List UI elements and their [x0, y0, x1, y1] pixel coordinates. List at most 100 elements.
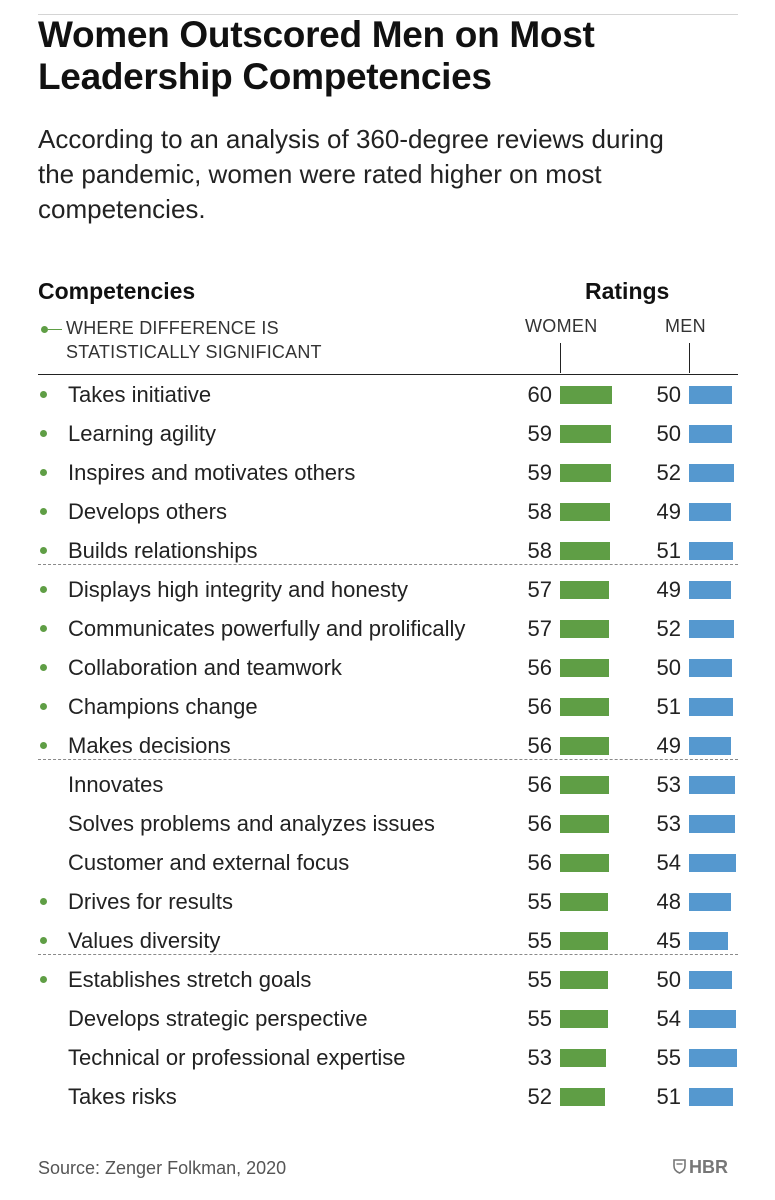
competency-label: Establishes stretch goals — [68, 967, 312, 992]
women-value-label: 55 — [527, 889, 552, 914]
women-bar — [560, 776, 609, 794]
significance-dot-icon — [40, 391, 47, 398]
competency-label: Develops others — [68, 499, 227, 524]
women-bar — [560, 1049, 606, 1067]
hbr-shield-icon — [673, 1159, 686, 1175]
women-bar — [560, 542, 611, 560]
women-value-label: 52 — [527, 1084, 552, 1109]
competency-label: Takes risks — [68, 1084, 177, 1109]
women-bar — [560, 503, 611, 521]
men-column-header: MEN — [665, 316, 706, 336]
men-value-label: 54 — [656, 850, 681, 875]
chart-title: Women Outscored Men on Most Leadership C… — [38, 14, 595, 97]
men-column-tick — [689, 343, 690, 373]
competency-label: Innovates — [68, 772, 164, 797]
group-divider — [38, 564, 738, 565]
competency-label: Drives for results — [68, 889, 234, 914]
table-row: Takes initiative 60 50 — [0, 375, 775, 414]
women-bar — [560, 698, 609, 716]
men-bar — [689, 698, 734, 716]
table-row: Displays high integrity and honesty 57 49 — [0, 570, 775, 609]
women-bar — [560, 737, 609, 755]
women-bar — [560, 620, 610, 638]
table-row: Collaboration and teamwork 56 50 — [0, 648, 775, 687]
men-value-label: 53 — [656, 772, 681, 797]
women-value-label: 56 — [527, 811, 552, 836]
competency-label: Customer and external focus — [68, 850, 350, 875]
women-value-label: 60 — [527, 382, 552, 407]
men-value-label: 51 — [656, 538, 681, 563]
women-column-tick — [560, 343, 561, 373]
women-value-label: 56 — [527, 733, 552, 758]
table-row: Communicates powerfully and prolifically… — [0, 609, 775, 648]
men-value-label: 53 — [656, 811, 681, 836]
table-row: Makes decisions 56 49 — [0, 726, 775, 765]
competency-label: Builds relationships — [68, 538, 258, 563]
men-bar — [689, 854, 736, 872]
women-value-label: 58 — [527, 499, 552, 524]
table-row: Takes risks 52 51 — [0, 1077, 775, 1116]
men-bar — [689, 1088, 734, 1106]
women-bar — [560, 971, 608, 989]
women-value-label: 56 — [527, 850, 552, 875]
significance-dot-icon — [40, 508, 47, 515]
table-row: Solves problems and analyzes issues 56 53 — [0, 804, 775, 843]
competency-label: Values diversity — [68, 928, 221, 953]
competency-label: Displays high integrity and honesty — [68, 577, 408, 602]
significance-dot-icon — [40, 430, 47, 437]
men-value-label: 55 — [656, 1045, 681, 1070]
source-note: Source: Zenger Folkman, 2020 — [38, 1158, 287, 1178]
men-bar — [689, 386, 733, 404]
men-bar — [689, 464, 734, 482]
legend-line-2: STATISTICALLY SIGNIFICANT — [66, 342, 322, 362]
women-bar — [560, 1088, 605, 1106]
competencies-header: Competencies — [38, 278, 196, 304]
women-bar — [560, 1010, 608, 1028]
competency-label: Learning agility — [68, 421, 216, 446]
competency-label: Champions change — [68, 694, 258, 719]
men-bar — [689, 503, 732, 521]
men-bar — [689, 1049, 737, 1067]
significance-dot-icon — [40, 625, 47, 632]
women-value-label: 57 — [527, 577, 552, 602]
legend-line-1: WHERE DIFFERENCE IS — [66, 318, 279, 338]
significance-dot-icon — [40, 547, 47, 554]
table-row: Builds relationships 58 51 — [0, 531, 775, 570]
women-bar — [560, 659, 609, 677]
competency-label: Technical or professional expertise — [68, 1045, 406, 1070]
men-bar — [689, 893, 731, 911]
women-value-label: 59 — [527, 421, 552, 446]
competency-label: Collaboration and teamwork — [68, 655, 342, 680]
women-bar — [560, 932, 608, 950]
women-bar — [560, 386, 612, 404]
significance-dot-icon — [40, 469, 47, 476]
men-value-label: 50 — [656, 967, 681, 992]
men-bar — [689, 1010, 736, 1028]
table-row: Develops others 58 49 — [0, 492, 775, 531]
significance-dot-icon — [40, 937, 47, 944]
competency-label: Inspires and motivates others — [68, 460, 356, 485]
men-value-label: 51 — [656, 694, 681, 719]
women-value-label: 53 — [527, 1045, 552, 1070]
table-row: Inspires and motivates others 59 52 — [0, 453, 775, 492]
competency-label: Takes initiative — [68, 382, 212, 407]
men-bar — [689, 971, 733, 989]
men-value-label: 49 — [656, 499, 681, 524]
men-bar — [689, 425, 733, 443]
men-bar — [689, 659, 733, 677]
men-value-label: 49 — [656, 733, 681, 758]
women-bar — [560, 425, 612, 443]
men-value-label: 48 — [656, 889, 681, 914]
significance-dot-icon — [40, 742, 47, 749]
women-value-label: 59 — [527, 460, 552, 485]
publisher-logo: HBR — [673, 1157, 728, 1178]
table-row: Customer and external focus 56 54 — [0, 843, 775, 882]
men-bar — [689, 815, 735, 833]
men-value-label: 45 — [656, 928, 681, 953]
table-row: Innovates 56 53 — [0, 765, 775, 804]
women-value-label: 55 — [527, 967, 552, 992]
significance-dot-icon — [40, 703, 47, 710]
men-value-label: 49 — [656, 577, 681, 602]
significance-legend: WHERE DIFFERENCE IS STATISTICALLY SIGNIF… — [38, 316, 322, 364]
